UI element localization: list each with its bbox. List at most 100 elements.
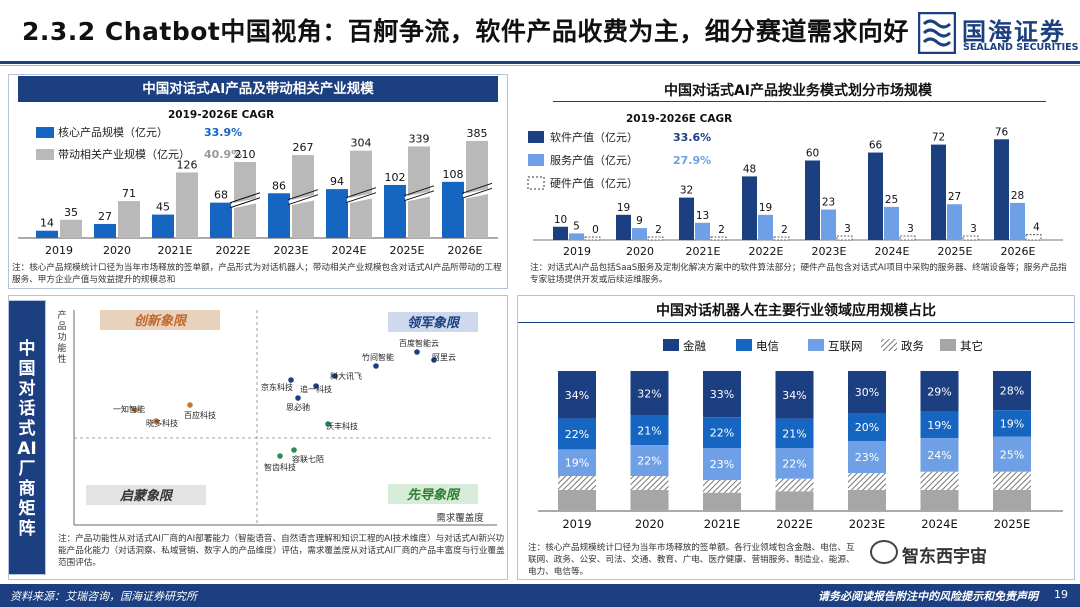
legend-label: 其它 <box>960 339 983 353</box>
bar-segment <box>775 418 814 448</box>
bar-segment <box>848 413 886 441</box>
legend-swatch <box>940 339 956 351</box>
company-label: 沃丰科技 <box>326 421 358 431</box>
bar <box>292 155 314 238</box>
company-label: 竹间智能 <box>362 352 394 362</box>
side-label-char: 阵 <box>18 519 36 539</box>
data-label: 32 <box>680 185 693 197</box>
data-label: 3 <box>970 223 977 235</box>
legend-swatch <box>528 131 544 143</box>
break-line <box>461 182 493 194</box>
legend-cagr: 33.9% <box>204 126 242 139</box>
legend-swatch <box>736 339 752 351</box>
wechat-icon <box>870 540 898 564</box>
cagr-header: 2019-2026E CAGR <box>168 109 274 121</box>
legend-label: 互联网 <box>828 339 863 353</box>
company-dot <box>295 395 301 401</box>
data-label: 19% <box>927 419 951 432</box>
side-label-char: 中 <box>18 339 36 359</box>
bar-segment <box>558 371 596 419</box>
bar-segment <box>558 449 596 476</box>
bar-segment <box>630 371 669 416</box>
x-axis-label: 需求覆盖度 <box>436 512 484 524</box>
watermark-text: 智东西宇宙 <box>902 547 987 567</box>
side-label-char: 话 <box>18 399 36 419</box>
bar <box>836 235 853 241</box>
panel1-title: 中国对话式AI产品及带动相关产业规模 <box>18 76 498 102</box>
x-tick-label: 2022E <box>776 517 813 531</box>
legend-label: 电信 <box>756 339 779 353</box>
bar <box>632 228 647 240</box>
panel1-note: 注：核心产品规模统计口径为当年市场释放的签单额，产品形式为对话机器人；带动相关产… <box>12 263 502 285</box>
data-label: 126 <box>177 158 198 171</box>
data-label: 86 <box>272 179 286 192</box>
company-dot <box>153 418 159 424</box>
bar-segment <box>703 371 741 418</box>
data-label: 48 <box>743 163 756 175</box>
bar-segment <box>630 490 669 511</box>
quadrant-label: 领军象限 <box>407 315 461 331</box>
x-tick-label: 2025E <box>994 517 1031 531</box>
x-tick-label: 2019 <box>45 244 73 257</box>
panel-industry-share <box>517 295 1075 580</box>
bar <box>176 172 198 238</box>
x-tick-label: 2024E <box>332 244 367 257</box>
x-tick-label: 2020 <box>626 245 654 258</box>
break-line <box>229 192 261 204</box>
data-label: 25% <box>1000 448 1024 461</box>
bar <box>679 197 694 240</box>
data-label: 21% <box>637 425 661 438</box>
bar-segment <box>558 490 596 511</box>
company-dot <box>313 383 319 389</box>
side-label-char: 式 <box>18 419 36 439</box>
bar <box>821 209 836 240</box>
data-label: 10 <box>554 214 567 226</box>
company-dot <box>414 349 420 355</box>
bar <box>350 150 372 238</box>
data-label: 304 <box>351 137 372 150</box>
data-label: 339 <box>409 132 430 145</box>
bar <box>647 236 664 241</box>
bar-segment <box>848 371 886 413</box>
matrix-side-label: 中国对话式 AI 厂商矩阵 <box>8 300 46 575</box>
bar-segment <box>993 436 1031 472</box>
side-label-char: 商 <box>18 479 36 499</box>
bar <box>773 236 790 241</box>
legend-swatch <box>528 154 544 166</box>
bar-segment <box>920 438 959 472</box>
bar <box>326 189 348 238</box>
company-label: 阿里云 <box>432 353 456 362</box>
bar-segment <box>848 473 886 490</box>
data-label: 32% <box>637 387 661 400</box>
x-tick-label: 2021E <box>686 245 721 258</box>
x-tick-label: 2019 <box>562 517 591 531</box>
side-label-char: 矩 <box>18 499 36 519</box>
data-label: 20% <box>855 421 879 434</box>
data-label: 27 <box>948 191 961 203</box>
bar <box>962 235 979 241</box>
quadrant-label: 启蒙象限 <box>119 488 174 504</box>
bar <box>408 146 430 238</box>
legend-swatch <box>36 149 54 160</box>
page-title: 2.3.2 Chatbot中国视角：百舸争流，软件产品收费为主，细分赛道需求向好 <box>22 17 909 46</box>
data-label: 19% <box>1000 418 1024 431</box>
bar-segment <box>848 441 886 474</box>
data-label: 34% <box>565 389 589 402</box>
company-label: 京东科技 <box>261 382 293 392</box>
bar <box>710 236 727 241</box>
data-label: 22% <box>782 457 806 470</box>
panel2-title: 中国对话式AI产品按业务模式划分市场规模 <box>663 83 933 99</box>
bar-segment <box>920 490 959 511</box>
data-label: 108 <box>443 168 464 181</box>
bar <box>384 184 406 238</box>
data-label: 385 <box>467 127 488 140</box>
x-tick-label: 2019 <box>563 245 591 258</box>
company-dot <box>332 373 338 379</box>
x-tick-label: 2025E <box>390 244 425 257</box>
data-label: 28 <box>1011 190 1024 202</box>
legend-swatch <box>663 339 679 351</box>
data-label: 13 <box>696 210 709 222</box>
bar <box>210 202 232 238</box>
